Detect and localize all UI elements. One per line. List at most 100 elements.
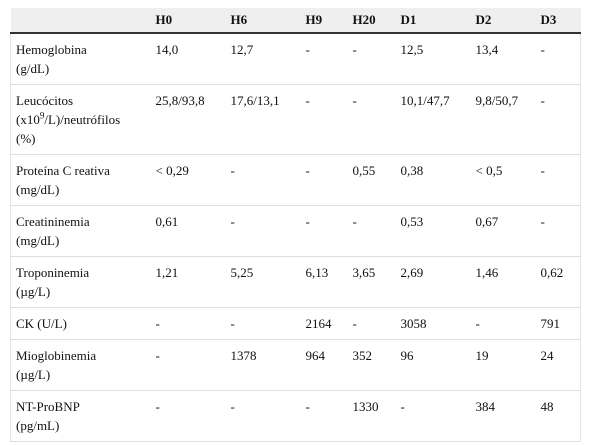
label-line: Proteína C reativa bbox=[16, 163, 110, 178]
value-cell: 48 bbox=[535, 390, 581, 442]
table-body: Hemoglobina (g/dL) 14,0 12,7- -12,5 13,4- Leuc… bbox=[10, 33, 581, 442]
value-cell: 352 bbox=[347, 339, 396, 391]
column-header: D2 bbox=[470, 8, 536, 34]
row-label: Leucócitos (x109/L)/neutrófilos (%) bbox=[10, 84, 151, 155]
value-cell: - bbox=[535, 205, 581, 257]
value-cell: - bbox=[300, 390, 348, 442]
label-text: (x10 bbox=[16, 112, 40, 127]
value-cell: 9,8/50,7 bbox=[470, 84, 536, 155]
value-cell: 10,1/47,7 bbox=[395, 84, 471, 155]
label-line: (pg/mL) bbox=[16, 418, 60, 433]
value-cell: 6,13 bbox=[300, 256, 348, 308]
value-cell: - bbox=[347, 205, 396, 257]
value-cell: 0,38 bbox=[395, 154, 471, 206]
value-cell: 24 bbox=[535, 339, 581, 391]
table-row: Creatininemia (mg/dL) 0,61- - -0,53 0,67- bbox=[10, 205, 581, 257]
value-cell: 1,21 bbox=[150, 256, 226, 308]
value-cell: 0,53 bbox=[395, 205, 471, 257]
label-line: (%) bbox=[16, 131, 36, 146]
value-cell: - bbox=[150, 339, 226, 391]
label-line: (µg/L) bbox=[16, 367, 51, 382]
label-line: Troponinemia bbox=[16, 265, 90, 280]
value-cell: 13,4 bbox=[470, 33, 536, 85]
table-row: NT-ProBNP (pg/mL) - - -1330-384 48 bbox=[10, 390, 581, 442]
value-cell: 1330 bbox=[347, 390, 396, 442]
table-row: Leucócitos (x109/L)/neutrófilos (%) 25,8/93… bbox=[10, 84, 581, 155]
label-line: Creatininemia bbox=[16, 214, 90, 229]
table-row: Proteína C reativa (mg/dL) < 0,29- -0,55 0,3… bbox=[10, 154, 581, 206]
header-row: H0 H6 H9 H20 D1 D2 D3 bbox=[10, 8, 581, 34]
value-cell: 14,0 bbox=[150, 33, 226, 85]
label-line: (g/dL) bbox=[16, 61, 50, 76]
value-cell: - bbox=[225, 205, 301, 257]
value-cell: < 0,5 bbox=[470, 154, 536, 206]
table-row: Hemoglobina (g/dL) 14,0 12,7- -12,5 13,4- bbox=[10, 33, 581, 85]
value-cell: 3058 bbox=[395, 307, 471, 340]
value-cell: 12,7 bbox=[225, 33, 301, 85]
value-cell: - bbox=[150, 307, 226, 340]
label-text: /L)/neutrófilos bbox=[44, 112, 121, 127]
row-label: Mioglobinemia (µg/L) bbox=[10, 339, 151, 391]
value-cell: 0,62 bbox=[535, 256, 581, 308]
column-header: H0 bbox=[150, 8, 226, 34]
value-cell: 1378 bbox=[225, 339, 301, 391]
value-cell: 96 bbox=[395, 339, 471, 391]
value-cell: 964 bbox=[300, 339, 348, 391]
value-cell: - bbox=[347, 84, 396, 155]
column-header: D3 bbox=[535, 8, 581, 34]
value-cell: - bbox=[470, 307, 536, 340]
value-cell: 2164 bbox=[300, 307, 348, 340]
value-cell: - bbox=[535, 154, 581, 206]
value-cell: 19 bbox=[470, 339, 536, 391]
value-cell: 791 bbox=[535, 307, 581, 340]
value-cell: 5,25 bbox=[225, 256, 301, 308]
column-header: H9 bbox=[300, 8, 348, 34]
value-cell: - bbox=[347, 307, 396, 340]
data-table: H0 H6 H9 H20 D1 D2 D3 Hemoglobina (g/dL) 14,0 12,… bbox=[10, 8, 581, 442]
value-cell: - bbox=[225, 390, 301, 442]
value-cell: 384 bbox=[470, 390, 536, 442]
value-cell: 3,65 bbox=[347, 256, 396, 308]
value-cell: - bbox=[300, 84, 348, 155]
row-label: CK (U/L) bbox=[10, 307, 151, 340]
row-label: Proteína C reativa (mg/dL) bbox=[10, 154, 151, 206]
column-header: H20 bbox=[347, 8, 396, 34]
value-cell: - bbox=[395, 390, 471, 442]
row-label: Hemoglobina (g/dL) bbox=[10, 33, 151, 85]
label-line: Leucócitos bbox=[16, 93, 74, 108]
table-row: Mioglobinemia (µg/L) -1378 964 352 96 19 24 bbox=[10, 339, 581, 391]
value-cell: < 0,29 bbox=[150, 154, 226, 206]
label-line: Hemoglobina bbox=[16, 42, 87, 57]
row-label: Creatininemia (mg/dL) bbox=[10, 205, 151, 257]
label-line: Mioglobinemia bbox=[16, 348, 97, 363]
value-cell: 25,8/93,8 bbox=[150, 84, 226, 155]
value-cell: 0,61 bbox=[150, 205, 226, 257]
corner-cell bbox=[10, 8, 151, 34]
value-cell: 1,46 bbox=[470, 256, 536, 308]
value-cell: 12,5 bbox=[395, 33, 471, 85]
value-cell: 0,55 bbox=[347, 154, 396, 206]
value-cell: - bbox=[225, 307, 301, 340]
value-cell: 0,67 bbox=[470, 205, 536, 257]
label-line: (mg/dL) bbox=[16, 233, 60, 248]
table-row: Troponinemia (µg/L) 1,21 5,25 6,13 3,65 2,69 1,… bbox=[10, 256, 581, 308]
value-cell: - bbox=[300, 33, 348, 85]
value-cell: 17,6/13,1 bbox=[225, 84, 301, 155]
row-label: NT-ProBNP (pg/mL) bbox=[10, 390, 151, 442]
value-cell: - bbox=[535, 33, 581, 85]
value-cell: - bbox=[347, 33, 396, 85]
superscript: 9 bbox=[39, 110, 45, 121]
value-cell: 2,69 bbox=[395, 256, 471, 308]
label-line: NT-ProBNP bbox=[16, 399, 80, 414]
column-header: H6 bbox=[225, 8, 301, 34]
column-header: D1 bbox=[395, 8, 471, 34]
value-cell: - bbox=[300, 154, 348, 206]
row-label: Troponinemia (µg/L) bbox=[10, 256, 151, 308]
label-line: (mg/dL) bbox=[16, 182, 60, 197]
table-row: CK (U/L) - -2164-3058-791 bbox=[10, 307, 581, 340]
value-cell: - bbox=[300, 205, 348, 257]
value-cell: - bbox=[225, 154, 301, 206]
value-cell: - bbox=[535, 84, 581, 155]
label-line: CK (U/L) bbox=[16, 316, 67, 331]
